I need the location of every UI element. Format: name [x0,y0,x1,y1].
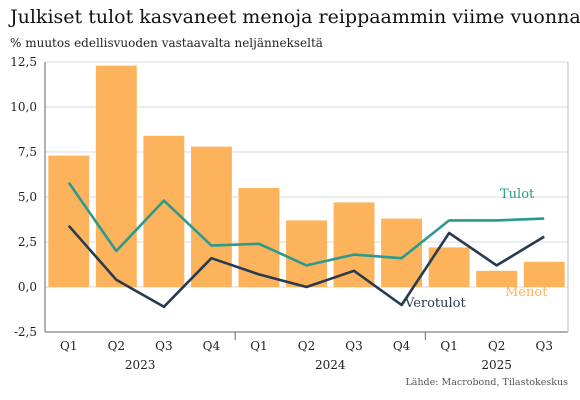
bar [286,220,327,287]
y-tick-label: 5,0 [18,190,37,204]
x-tick-label: Q2 [108,339,125,353]
chart-subtitle: % muutos edellisvuoden vastaavalta neljä… [10,36,323,50]
x-tick-label: Q2 [488,339,505,353]
y-tick-label: 0,0 [18,280,37,294]
y-tick-label: -2,5 [14,325,37,339]
x-tick-label: Q1 [250,339,267,353]
bar [48,155,90,287]
bar [523,261,565,287]
x-tick-label: Q3 [345,339,362,353]
series-label-tulot: Tulot [500,187,535,202]
x-year-label: 2025 [481,358,512,372]
bar [238,188,280,287]
bar [381,218,423,287]
x-tick-label: Q1 [60,339,77,353]
x-tick-label: Q4 [393,339,411,353]
bar [95,65,137,287]
x-tick-label: Q4 [203,339,221,353]
x-tick-label: Q3 [535,339,552,353]
x-year-label: 2023 [125,358,156,372]
y-tick-label: 12,5 [10,55,37,69]
bar [333,202,375,287]
source-note: Lähde: Macrobond, Tilastokeskus [405,377,568,388]
series-line-tulot [67,181,545,267]
x-year-label: 2024 [315,358,346,372]
series-label-menot: Menot [505,285,548,300]
y-tick-label: 7,5 [18,145,37,159]
series-line-verotulot [67,224,545,309]
y-tick-label: 10,0 [10,100,37,114]
bar [476,270,518,287]
x-tick-label: Q2 [298,339,315,353]
series-label-verotulot: Verotulot [404,296,467,311]
bar [143,135,185,287]
x-tick-label: Q3 [155,339,172,353]
y-tick-label: 2,5 [18,235,37,249]
bar [190,146,232,287]
x-tick-label: Q1 [440,339,457,353]
chart-title: Julkiset tulot kasvaneet menoja reippaam… [10,6,580,28]
